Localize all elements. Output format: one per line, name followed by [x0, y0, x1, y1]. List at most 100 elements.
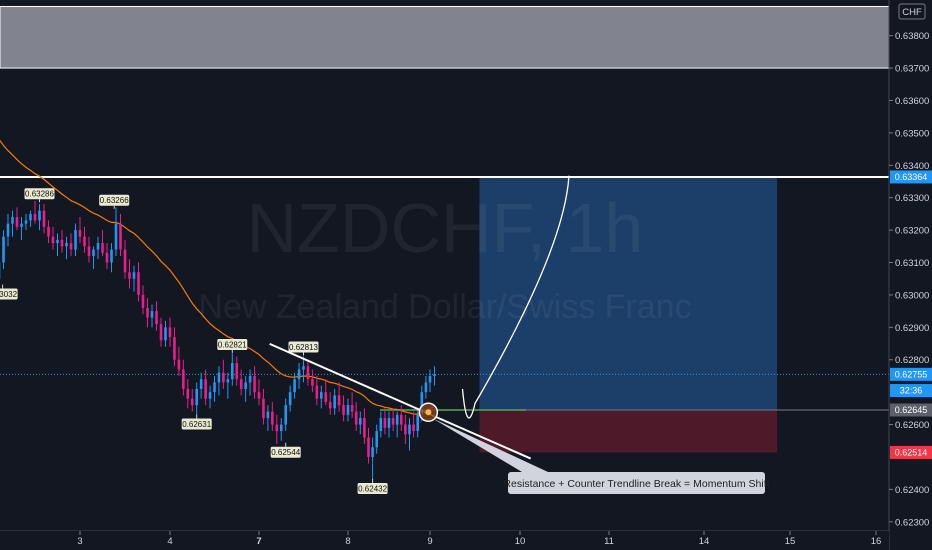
- bear-candle: [400, 414, 403, 425]
- bull-candle: [379, 418, 383, 432]
- time-tick-label: 11: [604, 536, 614, 547]
- bear-candle: [177, 359, 181, 370]
- profit-zone: [479, 176, 778, 410]
- bull-candle: [346, 405, 350, 415]
- price-label-text: 0.63266: [100, 196, 129, 205]
- bear-candle: [342, 405, 345, 415]
- bear-candle: [257, 392, 261, 399]
- price-tag: [890, 403, 932, 417]
- bear-candle: [155, 311, 158, 325]
- price-tag-text: 0.63364: [895, 172, 928, 182]
- bear-candle: [123, 249, 127, 273]
- price-tick-label: 0.63000: [895, 290, 929, 301]
- bear-candle: [204, 379, 207, 399]
- bull-candle: [92, 249, 95, 257]
- annotation-box: [508, 472, 765, 494]
- currency-badge[interactable]: [898, 3, 926, 20]
- bear-candle: [262, 398, 265, 419]
- time-tick-label: 3: [77, 536, 82, 547]
- price-tick-label: 0.63500: [895, 128, 929, 139]
- price-tag: [890, 384, 932, 398]
- price-tick-label: 0.62900: [895, 323, 929, 334]
- price-label-0.62631: 0.62631: [181, 414, 212, 430]
- price-tick-label: 0.63800: [895, 31, 929, 42]
- price-label-0.62544: 0.62544: [270, 442, 301, 458]
- bear-candle: [159, 324, 163, 341]
- bull-candle: [293, 379, 296, 393]
- bull-candle: [24, 220, 28, 224]
- bear-candle: [354, 411, 358, 425]
- bear-candle: [306, 366, 310, 380]
- bull-candle: [164, 327, 167, 341]
- bear-candle: [367, 437, 370, 457]
- bear-candle: [337, 395, 341, 406]
- bear-candle: [275, 424, 279, 432]
- watermark-symbol: NZDCHF, 1h: [247, 189, 644, 267]
- price-label-text: 0.62821: [218, 340, 247, 349]
- bull-candle: [333, 395, 336, 409]
- bull-candle: [302, 366, 305, 370]
- bear-candle: [69, 243, 73, 250]
- bear-candle: [60, 239, 64, 247]
- resistance-zone: [0, 5, 890, 69]
- bull-candle: [288, 392, 292, 406]
- counter-trendline: [269, 342, 532, 460]
- price-label-box: [357, 483, 388, 495]
- price-label-0.62813: 0.62813: [288, 341, 319, 356]
- time-tick-label: 14: [699, 536, 710, 547]
- bull-candle: [38, 210, 41, 221]
- bear-candle: [315, 385, 319, 399]
- bear-candle: [186, 388, 190, 399]
- price-tick-label: 0.63600: [895, 96, 929, 107]
- bear-candle: [182, 369, 185, 389]
- bear-candle: [168, 327, 172, 338]
- price-tick-label: 0.63100: [895, 258, 929, 269]
- bear-candle: [101, 243, 104, 253]
- bear-candle: [87, 246, 91, 257]
- bull-candle: [110, 249, 113, 263]
- bear-candle: [78, 230, 82, 237]
- bear-candle: [253, 375, 256, 393]
- price-label-0.63286: 0.63286: [24, 188, 55, 203]
- bear-candle: [383, 418, 387, 428]
- bull-candle: [213, 382, 216, 393]
- price-label-text: 0.62544: [271, 448, 300, 457]
- price-label-0.62432: 0.62432: [357, 479, 388, 495]
- bull-candle: [6, 223, 10, 237]
- price-axis-panel: [889, 0, 932, 550]
- stop-loss-zone: [479, 409, 778, 453]
- annotation-pointer: [432, 418, 548, 472]
- currency-badge-text: CHF: [902, 7, 922, 18]
- bull-candle: [114, 223, 118, 250]
- price-label-box: [181, 418, 212, 430]
- time-tick-label: 7: [256, 536, 261, 547]
- price-tick-label: 0.63700: [895, 64, 929, 75]
- price-tag-text: 32:36: [900, 386, 923, 396]
- price-tick-label: 0.63200: [895, 226, 929, 237]
- time-tick-label: 10: [515, 536, 526, 547]
- watermark-description: New Zealand Dollar/Swiss Franc: [198, 288, 691, 326]
- time-tick-label: 16: [871, 536, 882, 547]
- bull-candle: [320, 392, 323, 399]
- price-tick-label: 0.62600: [895, 420, 929, 431]
- time-tick-label: 8: [345, 536, 350, 547]
- price-tick-label: 0.63400: [895, 161, 929, 172]
- bear-candle: [83, 236, 86, 247]
- bear-candle: [33, 213, 37, 221]
- bear-candle: [412, 424, 415, 432]
- price-label-text: 0.62813: [289, 343, 318, 352]
- bull-candle: [371, 447, 374, 457]
- price-tag: [890, 367, 932, 381]
- price-tick-label: 0.62300: [895, 517, 929, 528]
- bear-candle: [146, 307, 149, 318]
- time-axis-panel: [0, 531, 889, 550]
- price-label-box: [270, 446, 301, 458]
- bear-candle: [51, 236, 55, 244]
- bear-candle: [235, 362, 239, 380]
- price-tick-label: 0.62800: [895, 355, 929, 366]
- annotation-text: Resistance + Counter Trendline Break = M…: [503, 478, 769, 490]
- bull-candle: [65, 243, 68, 247]
- bear-candle: [190, 398, 194, 406]
